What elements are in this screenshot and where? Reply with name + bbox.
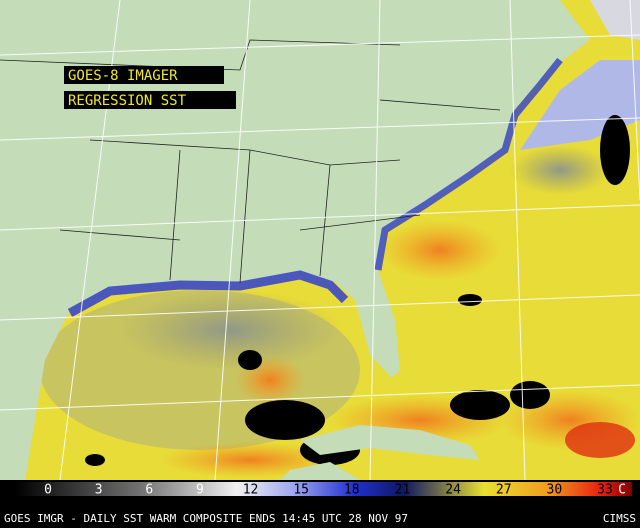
colorbar-tick-label: 21 bbox=[395, 483, 411, 498]
product-label: REGRESSION SST bbox=[68, 93, 187, 109]
colorbar-unit: C bbox=[618, 483, 626, 498]
cool-water bbox=[510, 145, 610, 195]
colorbar-tick-label: 9 bbox=[196, 483, 204, 498]
cold-coastal-water bbox=[67, 270, 349, 317]
footer-caption: GOES IMGR - DAILY SST WARM COMPOSITE END… bbox=[4, 512, 408, 525]
colorbar-tick-label: 18 bbox=[344, 483, 360, 498]
hot-water bbox=[565, 422, 635, 458]
cold-coastal-water bbox=[374, 57, 563, 271]
footer-credit: CIMSS bbox=[603, 512, 636, 525]
graticule bbox=[0, 0, 640, 481]
land bbox=[0, 0, 590, 480]
clouds bbox=[590, 0, 640, 40]
colorbar-ticks: 0 3 6 9 12 15 18 21 24 27 30 33 bbox=[44, 483, 613, 498]
colorbar-tick-label: 24 bbox=[445, 483, 461, 498]
cuba bbox=[300, 425, 480, 460]
yucatan bbox=[280, 462, 360, 480]
colorbar-tick-label: 12 bbox=[243, 483, 259, 498]
label-box bbox=[64, 66, 224, 84]
colorbar-tick-label: 3 bbox=[95, 483, 103, 498]
map: GOES-8 IMAGER REGRESSION SST bbox=[0, 0, 640, 481]
sensor-label: GOES-8 IMAGER bbox=[68, 68, 178, 84]
colorbar-tick-label: 33 bbox=[597, 483, 613, 498]
colorbar-tick-label: 30 bbox=[547, 483, 563, 498]
label-box bbox=[64, 91, 236, 109]
borders bbox=[0, 39, 501, 284]
colorbar-tick-label: 27 bbox=[496, 483, 512, 498]
colorbar bbox=[15, 482, 632, 496]
cool-water bbox=[120, 290, 340, 370]
colorbar-tick-label: 0 bbox=[44, 483, 52, 498]
colorbar-tick-label: 15 bbox=[293, 483, 309, 498]
colorbar-tick-label: 6 bbox=[145, 483, 153, 498]
gulf-stream bbox=[380, 220, 500, 280]
